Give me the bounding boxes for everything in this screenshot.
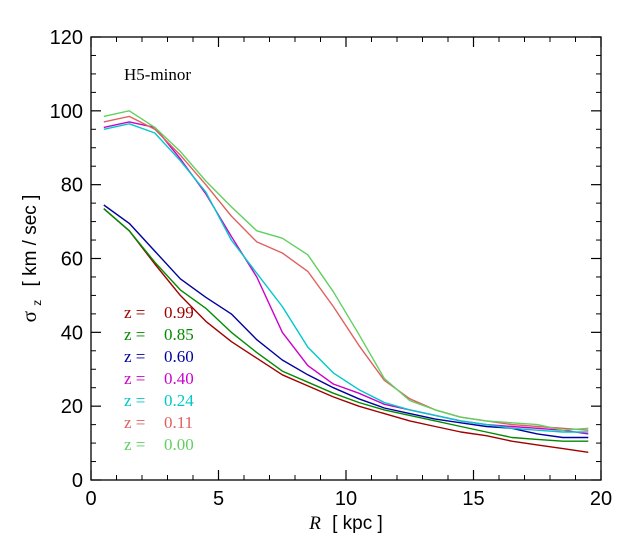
- legend-value: 0.85: [164, 325, 194, 344]
- legend-prefix: z =: [124, 303, 145, 322]
- legend-prefix: z =: [124, 413, 145, 432]
- legend-value: 0.40: [164, 369, 194, 388]
- series-layer: [103, 110, 589, 453]
- x-tick-label: 15: [462, 488, 484, 510]
- annotation-label: H5-minor: [124, 65, 191, 84]
- x-axis-var: R: [308, 513, 321, 534]
- series-line: [103, 208, 589, 442]
- x-tick-label: 0: [85, 488, 96, 510]
- x-tick-label: 5: [213, 488, 224, 510]
- x-axis-title: R [ kpc ]: [308, 513, 383, 534]
- y-axis-sub: z: [30, 300, 44, 306]
- legend-prefix: z =: [124, 347, 145, 366]
- legend-prefix: z =: [124, 325, 145, 344]
- legend-value: 0.60: [164, 347, 194, 366]
- y-tick-label: 120: [50, 27, 83, 49]
- series-line: [103, 115, 589, 431]
- series-line: [103, 123, 589, 433]
- legend: z = 0.99 z = 0.85 z = 0.60 z = 0.40 z = 0.24 z = 0.…: [124, 303, 194, 454]
- y-tick-label: 60: [61, 249, 83, 271]
- y-tick-label: 40: [61, 322, 83, 344]
- legend-prefix: z =: [124, 435, 145, 454]
- y-axis-var: σ: [17, 311, 41, 322]
- series-line: [103, 110, 589, 431]
- legend-value: 0.24: [164, 391, 194, 410]
- legend-prefix: z =: [124, 369, 145, 388]
- x-tick-label: 20: [590, 488, 612, 510]
- y-tick-label: 100: [50, 101, 83, 123]
- y-axis-title: σ z [ km / sec ]: [17, 195, 46, 323]
- y-tick-label: 80: [61, 175, 83, 197]
- series-line: [103, 121, 589, 435]
- x-axis-unit: [ kpc ]: [332, 513, 383, 534]
- legend-value: 0.11: [164, 413, 193, 432]
- legend-value: 0.00: [164, 435, 194, 454]
- ticks-layer: 0 5 10 15 20 0 20 40 60 80 100 120: [50, 27, 613, 510]
- y-axis-unit: [ km / sec ]: [20, 195, 41, 287]
- y-tick-label: 20: [61, 396, 83, 418]
- legend-value: 0.99: [164, 303, 194, 322]
- legend-prefix: z =: [124, 391, 145, 410]
- y-tick-label: 0: [72, 470, 83, 492]
- x-tick-label: 10: [335, 488, 357, 510]
- series-line: [103, 208, 589, 453]
